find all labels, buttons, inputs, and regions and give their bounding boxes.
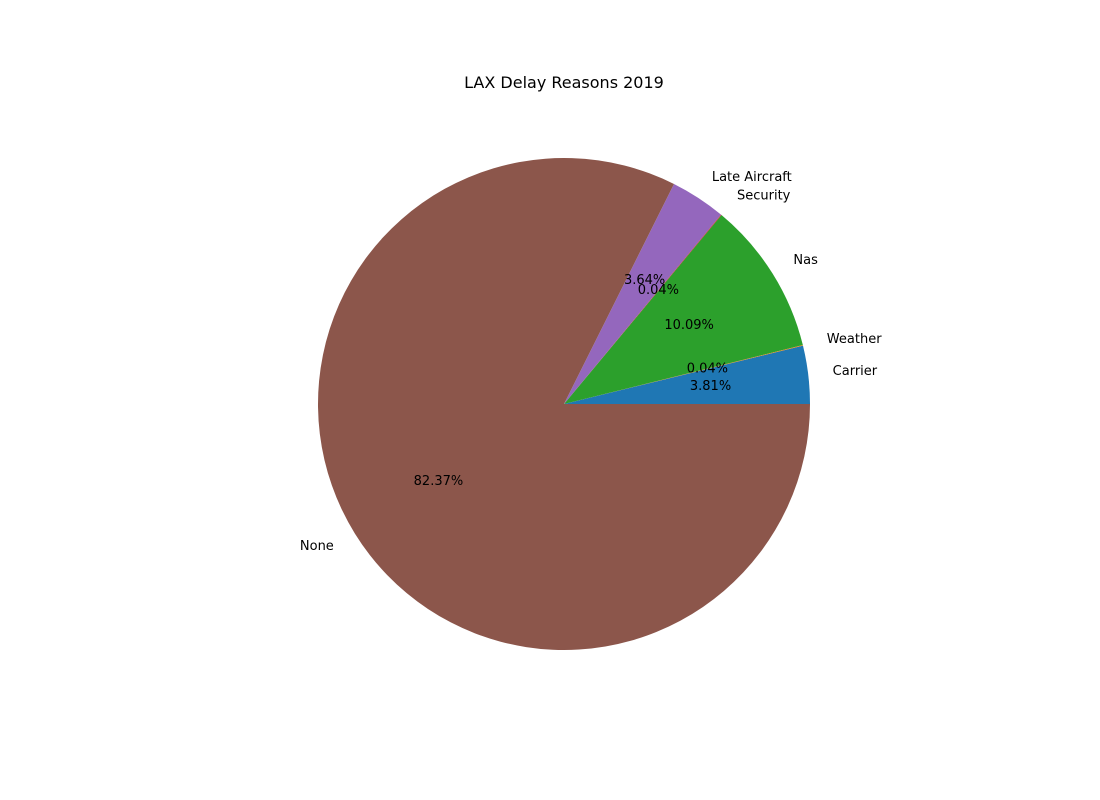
pie-slice-carrier xyxy=(564,345,810,404)
slice-label-none: None xyxy=(300,539,334,554)
chart-title: LAX Delay Reasons 2019 xyxy=(464,73,664,92)
pie-slice-late-aircraft xyxy=(564,183,722,404)
slice-labels: Carrier Weather Nas Security Late Aircraft No… xyxy=(300,170,882,554)
pie-slice-security xyxy=(564,214,722,404)
percent-label-carrier: 3.81% xyxy=(690,379,731,394)
pie-slice-none xyxy=(317,157,810,650)
slice-label-security: Security xyxy=(737,188,791,203)
slice-label-late-aircraft: Late Aircraft xyxy=(712,170,792,185)
percent-label-security: 0.04% xyxy=(638,283,679,298)
percent-label-late-aircraft: 3.64% xyxy=(624,273,665,288)
percent-label-weather: 0.04% xyxy=(687,361,728,376)
slice-label-nas: Nas xyxy=(793,253,818,268)
pie-slice-nas xyxy=(564,215,803,404)
percent-labels: 3.81%0.04%10.09%0.04%3.64%82.37% xyxy=(414,273,732,489)
pie-slice-weather xyxy=(564,345,803,404)
percent-label-nas: 10.09% xyxy=(664,318,714,333)
pie-slices xyxy=(317,157,810,650)
slice-label-carrier: Carrier xyxy=(833,364,878,379)
percent-label-none: 82.37% xyxy=(414,474,464,489)
slice-label-weather: Weather xyxy=(827,332,882,347)
